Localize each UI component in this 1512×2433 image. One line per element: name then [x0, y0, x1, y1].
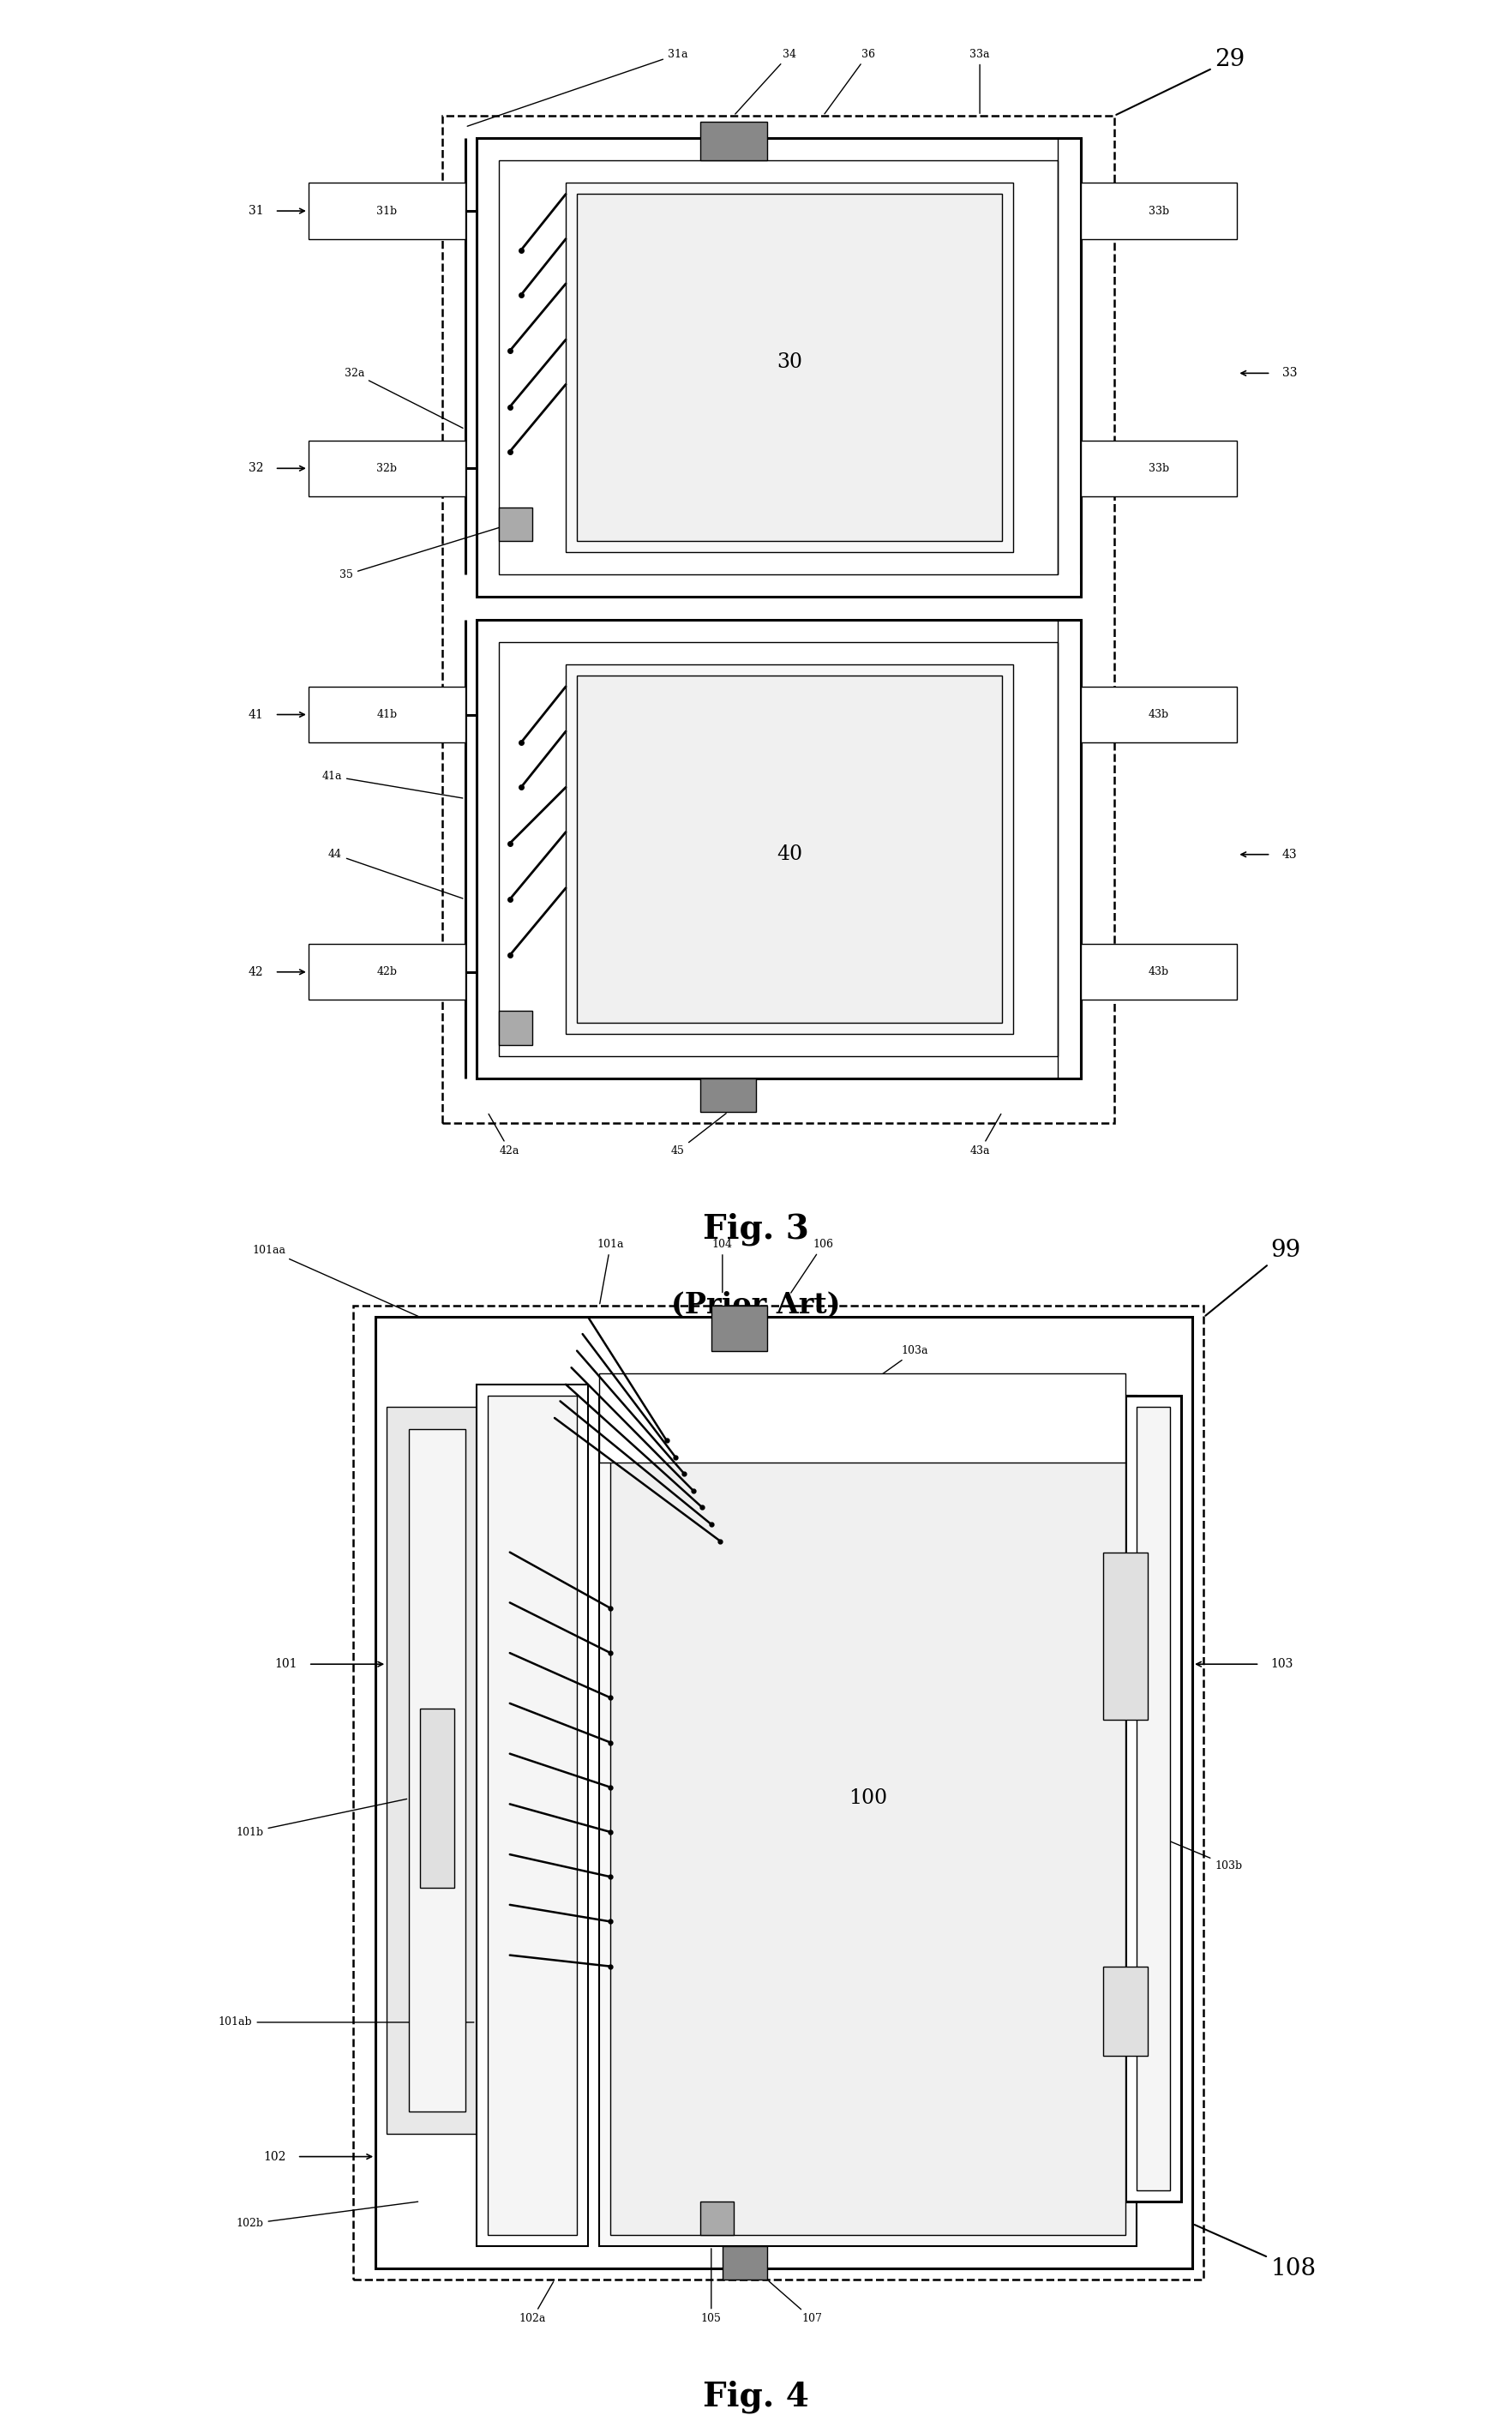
Bar	[1081, 440, 1237, 496]
Text: 32: 32	[248, 462, 263, 474]
Text: (Prior Art): (Prior Art)	[671, 1292, 841, 1319]
Text: 99: 99	[1205, 1238, 1300, 1316]
Bar	[354, 1307, 1204, 2280]
Bar	[1125, 1397, 1181, 2202]
Bar	[308, 182, 466, 238]
Text: 43b: 43b	[1149, 708, 1169, 720]
Text: 29: 29	[1116, 49, 1244, 114]
Bar	[1081, 686, 1237, 742]
Bar	[1137, 1406, 1170, 2190]
Text: 104: 104	[712, 1238, 733, 1292]
Text: 33b: 33b	[1149, 462, 1169, 474]
Bar	[499, 508, 532, 540]
Text: 43a: 43a	[969, 1114, 1001, 1156]
Bar	[499, 1012, 532, 1044]
Bar	[308, 944, 466, 1000]
Text: 31: 31	[248, 204, 263, 217]
Text: Fig. 3: Fig. 3	[703, 1212, 809, 1246]
Bar	[700, 2202, 733, 2236]
Text: 103a: 103a	[869, 1345, 928, 1382]
Text: 31b: 31b	[376, 204, 398, 217]
Bar	[578, 676, 1002, 1022]
Text: 40: 40	[777, 844, 803, 864]
Bar	[711, 1307, 767, 1350]
Text: 102a: 102a	[519, 2282, 553, 2324]
Bar	[308, 440, 466, 496]
Bar	[565, 182, 1013, 552]
Bar	[1102, 1552, 1148, 1720]
Bar	[476, 620, 1081, 1078]
Text: 33a: 33a	[969, 49, 990, 114]
Bar	[611, 1406, 1125, 2236]
Text: 35: 35	[340, 526, 508, 579]
Bar	[308, 686, 466, 742]
Bar	[499, 642, 1058, 1056]
Text: 101aa: 101aa	[253, 1246, 419, 1316]
Text: 103: 103	[1270, 1659, 1293, 1669]
Bar	[599, 1397, 1137, 2246]
Bar	[1081, 182, 1237, 238]
Text: 103b: 103b	[1149, 1832, 1243, 1871]
Text: Fig. 4: Fig. 4	[703, 2379, 809, 2414]
Text: 41: 41	[248, 708, 263, 720]
Bar	[700, 122, 767, 161]
Text: 33b: 33b	[1149, 204, 1169, 217]
Text: 42: 42	[248, 966, 263, 978]
Bar	[565, 664, 1013, 1034]
Text: 107: 107	[770, 2282, 823, 2324]
Bar	[476, 139, 1081, 596]
Text: 43: 43	[1282, 849, 1297, 861]
Text: 31a: 31a	[467, 49, 688, 127]
Bar	[487, 1397, 578, 2236]
Text: 101ab: 101ab	[219, 2017, 473, 2027]
Text: 44: 44	[328, 849, 463, 898]
Text: 30: 30	[777, 353, 803, 372]
Text: 108: 108	[1194, 2224, 1317, 2280]
Bar	[1102, 1966, 1148, 2056]
Text: 36: 36	[824, 49, 875, 114]
Text: 42a: 42a	[488, 1114, 520, 1156]
Text: 42b: 42b	[376, 966, 398, 978]
Bar	[420, 1708, 454, 1888]
Bar	[387, 1406, 487, 2134]
Bar	[723, 2246, 767, 2280]
Text: 106: 106	[791, 1238, 833, 1292]
Bar	[476, 1384, 588, 2246]
Text: 45: 45	[671, 1114, 726, 1156]
Text: 100: 100	[848, 1788, 888, 1808]
Text: 102: 102	[263, 2151, 286, 2163]
Text: 101b: 101b	[236, 1798, 407, 1837]
Text: 32b: 32b	[376, 462, 398, 474]
Text: 41b: 41b	[376, 708, 398, 720]
Text: 105: 105	[702, 2248, 721, 2324]
Text: 102b: 102b	[236, 2202, 417, 2229]
Text: 32a: 32a	[345, 367, 463, 428]
Text: 101: 101	[275, 1659, 298, 1669]
Bar	[410, 1428, 466, 2112]
Bar	[1081, 944, 1237, 1000]
Text: 101a: 101a	[597, 1238, 624, 1304]
Bar	[375, 1316, 1193, 2268]
Text: 34: 34	[735, 49, 797, 114]
Bar	[578, 195, 1002, 540]
Bar	[443, 117, 1114, 1124]
Text: 33: 33	[1282, 367, 1297, 380]
Text: 43b: 43b	[1149, 966, 1169, 978]
Bar	[499, 161, 1058, 574]
Bar	[599, 1372, 1125, 1462]
Text: 41a: 41a	[322, 771, 463, 798]
Bar	[700, 1078, 756, 1112]
